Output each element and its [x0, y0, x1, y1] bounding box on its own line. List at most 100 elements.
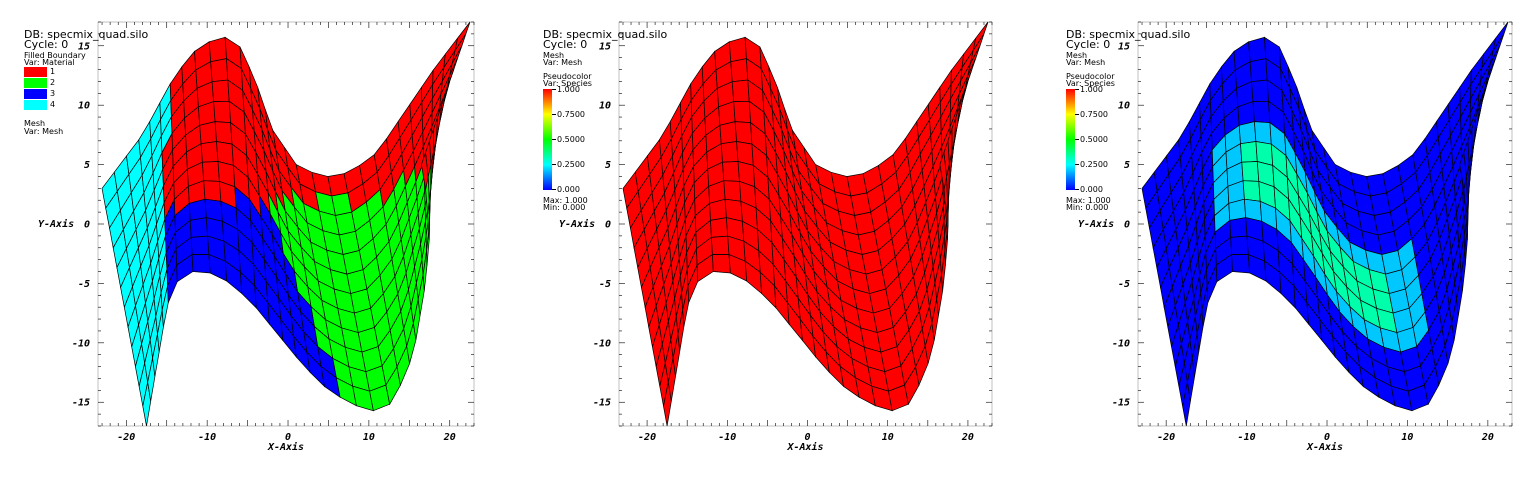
mesh-cells [101, 21, 471, 427]
colorbar-tick [552, 89, 556, 90]
mesh-cell [1249, 58, 1268, 83]
x-tick-label: -20 [1157, 432, 1175, 443]
y-axis-label: Y-Axis [1078, 218, 1114, 230]
mesh-cell [1248, 36, 1267, 63]
y-tick-label: 0 [84, 220, 90, 231]
mesh-cell [188, 198, 207, 221]
y-tick-label: -10 [593, 338, 611, 349]
mesh-cell [939, 152, 947, 190]
plot-canvas: -20 -10 0 10 20 -15 -10 -5 0 5 10 15 X-Axis Y-Axis [1078, 21, 1513, 453]
cycle-label: Cycle: 0 [24, 38, 69, 51]
y-tick-label: 5 [84, 160, 90, 171]
cycle-label: Cycle: 0 [1066, 38, 1111, 51]
mesh-cell [1231, 254, 1251, 274]
mesh-cell [1230, 235, 1249, 255]
y-tick-label: -10 [72, 338, 90, 349]
mesh-cell [1242, 180, 1261, 202]
x-tick-label: 20 [961, 432, 974, 443]
db-label: DB: specmix_quad.silo [24, 28, 149, 41]
material-swatch-2 [24, 78, 47, 88]
material-label-3: 3 [50, 89, 56, 98]
legend-var-label: Var: Material [24, 58, 75, 67]
colorbar-var-label: Var: Species [1066, 79, 1115, 88]
mesh-cell [972, 21, 989, 51]
x-tick-label: 0 [285, 432, 291, 443]
mesh-cell [722, 161, 740, 182]
mesh-cell [1459, 152, 1467, 190]
y-tick-label: -5 [78, 279, 90, 290]
colorbar-tick-label: 0.2500 [1080, 160, 1108, 169]
y-tick-label: 5 [1124, 160, 1130, 171]
colorbar-gradient [1066, 89, 1075, 190]
x-tick-label: -10 [718, 432, 736, 443]
colorbar-tick [552, 164, 556, 165]
plot-panel-material: -20 -10 0 10 20 -15 -10 -5 0 5 10 15 X-Axis Y-Axis DB… [0, 0, 513, 500]
mesh-cell [189, 217, 208, 238]
x-tick-label: -10 [1238, 432, 1256, 443]
y-tick-label: 0 [605, 220, 611, 231]
colorbar-tick-label: 0.5000 [557, 135, 585, 144]
y-tick-label: -15 [72, 398, 90, 409]
colorbar-tick [1075, 139, 1079, 140]
mesh-cell [202, 161, 220, 182]
y-tick-label: 0 [1124, 220, 1130, 231]
mesh-cells [1141, 21, 1509, 427]
mesh-legend-name: Mesh [1066, 51, 1088, 60]
mesh-cell [200, 141, 219, 163]
mesh-cell [454, 21, 471, 51]
material-label-1: 1 [50, 67, 56, 76]
mesh-legend-var: Var: Mesh [24, 127, 64, 136]
colorbar-tick-label: 0.5000 [1080, 135, 1108, 144]
x-tick-label: -10 [198, 432, 216, 443]
colorbar-plot-name: Pseudocolor [1066, 72, 1115, 81]
mesh-cell [719, 121, 737, 145]
plot-panel-species-red: -20 -10 0 10 20 -15 -10 -5 0 5 10 15 X-Axis Y-Axis DB… [513, 0, 1026, 500]
colorbar-tick [1075, 189, 1079, 190]
mesh-cell [712, 254, 731, 274]
mesh-cell [710, 217, 729, 238]
mesh-cell [1238, 121, 1257, 145]
x-tick-label: 20 [443, 432, 456, 443]
y-tick-label: -15 [1112, 398, 1130, 409]
colorbar-tick-label: 1.000 [1080, 85, 1103, 94]
colorbar-tick [1075, 114, 1079, 115]
db-label: DB: specmix_quad.silo [543, 28, 668, 41]
db-label: DB: specmix_quad.silo [1066, 28, 1191, 41]
mesh-cell [731, 79, 750, 102]
mesh-legend-name: Mesh [543, 51, 565, 60]
material-swatch-4 [24, 100, 47, 110]
mesh-cell [720, 141, 739, 163]
mesh-cell [723, 180, 742, 202]
y-tick-label: 15 [1118, 41, 1130, 52]
material-label-2: 2 [50, 78, 56, 87]
colorbar-tick-label: 0.000 [1080, 185, 1103, 194]
material-swatch-3 [24, 89, 47, 99]
mesh-cell [203, 180, 222, 202]
mesh-cell [1492, 21, 1509, 51]
mesh-cell [210, 58, 229, 83]
mesh-cell [190, 235, 210, 255]
x-axis-label: X-Axis [1306, 441, 1343, 453]
mesh-legend-name: Mesh [24, 119, 46, 128]
y-tick-label: 10 [78, 101, 90, 112]
mesh-cell [709, 198, 727, 221]
mesh-cell [1229, 217, 1248, 238]
mesh-cell [730, 58, 749, 83]
y-tick-label: -5 [599, 279, 611, 290]
colorbar-tick [552, 114, 556, 115]
x-tick-label: 0 [804, 432, 810, 443]
mesh-cell [214, 121, 233, 145]
cycle-label: Cycle: 0 [543, 38, 588, 51]
colorbar-gradient [543, 89, 552, 190]
mesh-cell [734, 121, 753, 145]
mesh-cell [1241, 161, 1260, 182]
y-axis-label: Y-Axis [559, 218, 595, 230]
y-tick-label: 5 [605, 160, 611, 171]
mesh-cell [211, 79, 230, 102]
y-tick-label: 15 [599, 41, 611, 52]
y-axis-label: Y-Axis [38, 218, 74, 230]
axis-ticks [1138, 21, 1513, 427]
mesh-cell [199, 121, 217, 145]
mesh-cell [1240, 141, 1258, 163]
y-tick-label: -5 [1118, 279, 1130, 290]
